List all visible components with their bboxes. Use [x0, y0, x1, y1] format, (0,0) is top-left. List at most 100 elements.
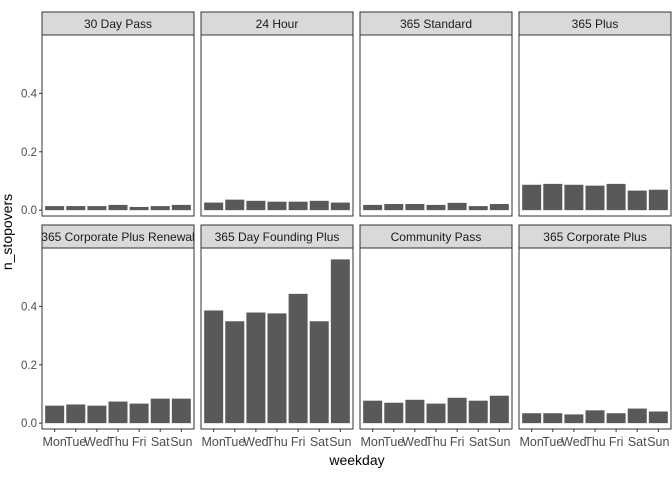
bar: [447, 397, 467, 424]
facet-panel: Community Pass: [359, 224, 513, 430]
x-tick-label: Fri: [291, 435, 306, 449]
bar: [45, 405, 65, 424]
x-tick-label: Sat: [469, 435, 488, 449]
bar: [129, 403, 149, 424]
x-tick-label: Sun: [647, 435, 669, 449]
bar: [522, 184, 542, 211]
bar: [204, 310, 224, 424]
panel-border: [518, 34, 672, 217]
x-tick-label: Thu: [266, 435, 288, 449]
bar: [309, 321, 329, 424]
bar: [384, 402, 404, 424]
bar: [489, 204, 509, 211]
bar: [66, 206, 86, 211]
x-tick-label: Mon: [202, 435, 226, 449]
x-tick-label: Sun: [170, 435, 192, 449]
bar: [204, 202, 224, 211]
facet-strip-label: Community Pass: [391, 230, 482, 244]
bar: [225, 321, 245, 424]
bar: [66, 404, 86, 424]
bar: [405, 399, 425, 424]
bar: [627, 408, 647, 424]
facet-strip-label: 365 Corporate Plus: [543, 230, 646, 244]
bar: [489, 395, 509, 424]
bar: [468, 206, 488, 211]
x-tick-label: Thu: [425, 435, 447, 449]
x-tick-label: Sun: [329, 435, 351, 449]
bar: [543, 413, 563, 424]
x-tick-label: Wed: [561, 435, 587, 449]
bar: [522, 413, 542, 424]
bar: [585, 185, 605, 211]
x-tick-label: Sun: [488, 435, 510, 449]
x-tick-label: Sat: [310, 435, 329, 449]
facet-panels: 30 Day Pass 24 Hour 365 Standard 365 Plus 36…: [41, 11, 672, 430]
x-tick-label: Tue: [383, 435, 404, 449]
bar: [150, 398, 170, 424]
bar: [267, 201, 287, 211]
bar: [564, 414, 584, 424]
bar: [627, 190, 647, 211]
bar: [108, 204, 128, 211]
bar: [543, 183, 563, 211]
bar: [405, 204, 425, 211]
bar: [87, 405, 107, 424]
x-tick-label: Thu: [584, 435, 606, 449]
bar: [426, 403, 446, 424]
x-tick-label: Sat: [151, 435, 170, 449]
facet-strip-label: 365 Corporate Plus Renewal: [41, 230, 194, 244]
x-tick-label: Mon: [520, 435, 544, 449]
y-axes: 0.0 0.2 0.4 0.0 0.2 0.4: [21, 88, 42, 430]
bar: [585, 410, 605, 424]
y-tick-label: 0.0: [21, 418, 37, 430]
x-tick-label: Tue: [542, 435, 563, 449]
bar: [45, 206, 65, 211]
facet-strip-label: 30 Day Pass: [84, 17, 152, 31]
bar: [150, 206, 170, 211]
bar: [129, 206, 149, 211]
facet-strip-label: 365 Day Founding Plus: [215, 230, 340, 244]
bar: [330, 259, 350, 424]
bar: [288, 293, 308, 424]
x-tick-label: Wed: [84, 435, 110, 449]
x-tick-label: Tue: [65, 435, 86, 449]
panel-border: [41, 34, 195, 217]
bar: [330, 202, 350, 211]
bar: [267, 313, 287, 424]
x-tick-label: Fri: [609, 435, 624, 449]
y-axis-title: n_stopovers: [0, 194, 15, 270]
facet-panel: 365 Plus: [518, 11, 672, 217]
bar: [288, 201, 308, 211]
x-tick-label: Wed: [243, 435, 269, 449]
facet-panel: 365 Day Founding Plus: [200, 224, 354, 430]
x-tick-label: Mon: [43, 435, 67, 449]
y-tick-label: 0.4: [21, 88, 38, 100]
x-tick-label: Fri: [450, 435, 465, 449]
facet-panel: 30 Day Pass: [41, 11, 195, 217]
facet-panel: 365 Corporate Plus Renewal: [41, 224, 195, 430]
bar: [225, 199, 245, 211]
bar: [108, 401, 128, 424]
x-tick-label: Fri: [132, 435, 147, 449]
bar: [384, 204, 404, 211]
y-tick-label: 0.2: [21, 147, 37, 159]
x-tick-label: Tue: [224, 435, 245, 449]
y-tick-label: 0.4: [21, 301, 38, 313]
facet-strip-label: 24 Hour: [256, 17, 299, 31]
bar: [363, 400, 383, 424]
bar: [87, 206, 107, 211]
x-tick-label: Wed: [402, 435, 428, 449]
x-tick-label: Mon: [361, 435, 385, 449]
facet-panel: 365 Standard: [359, 11, 513, 217]
bar: [606, 413, 626, 424]
bar: [648, 189, 668, 211]
y-tick-label: 0.0: [21, 205, 37, 217]
facet-panel: 24 Hour: [200, 11, 354, 217]
facet-strip-label: 365 Plus: [572, 17, 619, 31]
facet-strip-label: 365 Standard: [400, 17, 472, 31]
bar: [309, 200, 329, 211]
bar: [171, 204, 191, 211]
bar: [426, 204, 446, 211]
